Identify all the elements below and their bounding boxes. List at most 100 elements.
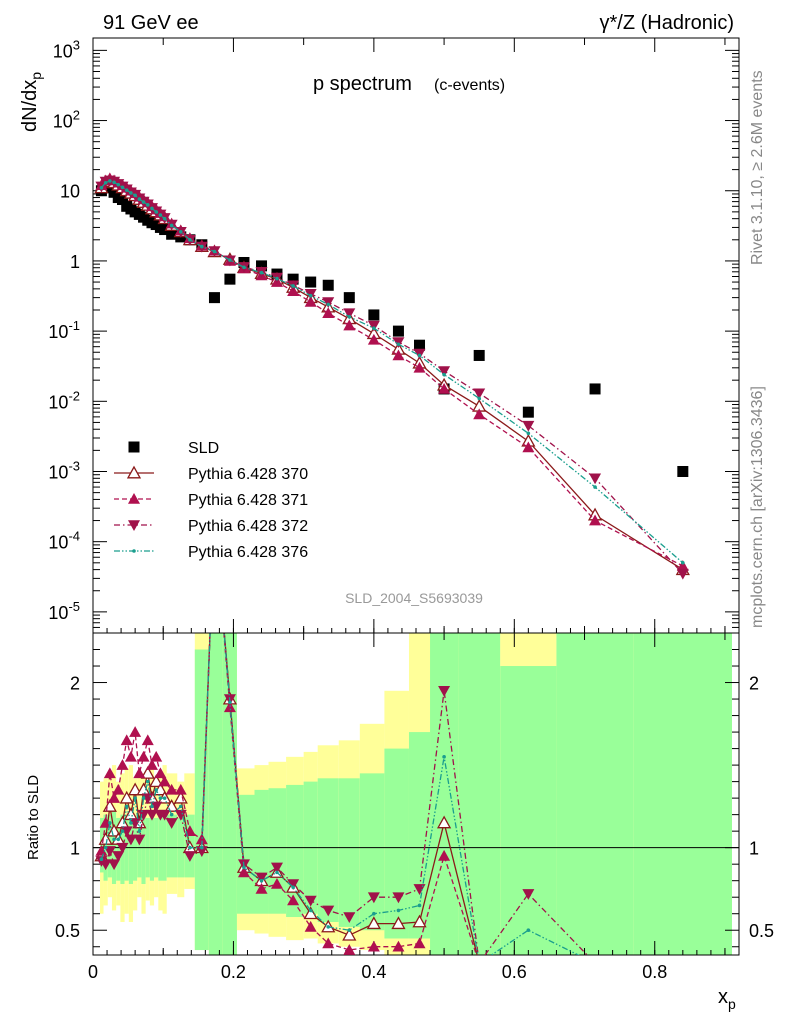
main-ylabel: dN/dxp bbox=[19, 72, 44, 132]
data-point bbox=[392, 349, 405, 361]
data-point bbox=[473, 408, 486, 420]
data-point bbox=[200, 244, 204, 249]
ratio-point bbox=[116, 759, 129, 770]
ratio-point bbox=[133, 767, 146, 779]
band-inner bbox=[137, 814, 142, 878]
data-point bbox=[589, 514, 602, 526]
data-point bbox=[242, 265, 246, 270]
data-point bbox=[442, 372, 446, 377]
ratio-point bbox=[119, 790, 134, 804]
ratio-point bbox=[270, 877, 283, 889]
band-inner bbox=[317, 778, 339, 922]
ratio-point bbox=[304, 920, 317, 932]
data-point bbox=[473, 349, 485, 361]
ratio-point bbox=[158, 796, 163, 800]
ratio-point bbox=[137, 809, 150, 821]
ratio-point bbox=[412, 914, 427, 928]
band-inner bbox=[254, 789, 269, 914]
data-point bbox=[188, 237, 192, 242]
y-tick-label: 10-5 bbox=[48, 599, 80, 623]
ratio-point bbox=[589, 957, 601, 968]
data-point bbox=[305, 276, 317, 288]
data-point bbox=[372, 326, 376, 331]
ratio-point bbox=[158, 775, 171, 787]
ratio-point bbox=[291, 885, 295, 890]
ratio-point bbox=[593, 961, 597, 965]
data-point bbox=[417, 353, 422, 358]
data-point bbox=[166, 228, 178, 240]
ratio-point bbox=[392, 892, 405, 904]
ratio-y-tick-label: 0.5 bbox=[749, 921, 774, 941]
data-point bbox=[212, 249, 217, 254]
data-point bbox=[676, 568, 689, 580]
data-point bbox=[343, 292, 355, 304]
ratio-point bbox=[158, 809, 171, 821]
ratio-point bbox=[195, 846, 208, 857]
legend-label: Pythia 6.428 372 bbox=[188, 518, 308, 535]
ratio-point bbox=[165, 818, 178, 829]
legend-marker bbox=[128, 493, 140, 504]
ratio-y-tick-label: 2 bbox=[749, 674, 759, 694]
data-point bbox=[99, 186, 104, 190]
band-inner bbox=[133, 817, 138, 881]
ratio-series-clip bbox=[94, 633, 685, 968]
ratio-point bbox=[169, 812, 174, 817]
band-inner bbox=[162, 811, 167, 881]
ratio-point bbox=[183, 851, 196, 862]
data-point bbox=[308, 293, 313, 298]
band-inner bbox=[556, 633, 634, 955]
ratio-point bbox=[145, 809, 158, 821]
ratio-series bbox=[94, 633, 685, 968]
ratio-point bbox=[304, 895, 317, 907]
band-inner bbox=[430, 633, 459, 955]
data-point bbox=[392, 325, 404, 337]
ratio-point bbox=[133, 834, 146, 846]
ratio-point bbox=[137, 750, 150, 762]
data-point bbox=[413, 361, 426, 373]
ratio-point bbox=[106, 823, 122, 837]
ratio-point bbox=[391, 916, 406, 930]
legend-label: SLD bbox=[188, 440, 219, 457]
ratio-point bbox=[342, 927, 357, 941]
data-point bbox=[343, 308, 356, 320]
ratio-point bbox=[589, 957, 601, 968]
x-tick-label: 0 bbox=[88, 962, 98, 982]
ratio-point bbox=[99, 857, 104, 862]
main-series-clip bbox=[94, 172, 690, 580]
data-point bbox=[681, 561, 685, 565]
band-inner bbox=[359, 773, 385, 931]
header-left: 91 GeV ee bbox=[103, 12, 199, 34]
band-inner bbox=[500, 666, 557, 955]
ratio-point bbox=[120, 734, 133, 746]
data-point bbox=[259, 270, 264, 275]
data-point bbox=[677, 465, 689, 477]
data-point bbox=[256, 260, 268, 272]
ratio-point bbox=[145, 759, 158, 770]
ratio-y-tick-label: 1 bbox=[749, 839, 759, 859]
x-tick-label: 0.8 bbox=[642, 962, 667, 982]
ratio-point bbox=[438, 685, 451, 697]
ratio-point bbox=[367, 940, 380, 952]
ratio-point bbox=[343, 912, 356, 924]
data-point bbox=[347, 314, 352, 319]
ratio-point bbox=[108, 792, 121, 803]
ratio-point bbox=[681, 961, 685, 965]
data-point bbox=[477, 396, 481, 401]
data-point bbox=[120, 185, 125, 190]
ratio-point bbox=[522, 889, 535, 900]
band-inner bbox=[633, 633, 732, 955]
ratio-point bbox=[116, 842, 129, 854]
data-point bbox=[169, 223, 174, 228]
ratio-point bbox=[129, 726, 142, 737]
ratio-point bbox=[145, 779, 150, 784]
band-inner bbox=[458, 633, 501, 955]
y-tick-label: 10-3 bbox=[48, 458, 80, 482]
ratio-point bbox=[270, 862, 283, 874]
data-point bbox=[322, 279, 334, 291]
band-inner bbox=[100, 817, 104, 873]
data-point bbox=[396, 342, 401, 347]
ratio-point bbox=[103, 845, 108, 850]
header-right: γ*/Z (Hadronic) bbox=[600, 12, 734, 34]
ratio-point bbox=[103, 767, 116, 779]
ratio-point bbox=[396, 908, 401, 913]
